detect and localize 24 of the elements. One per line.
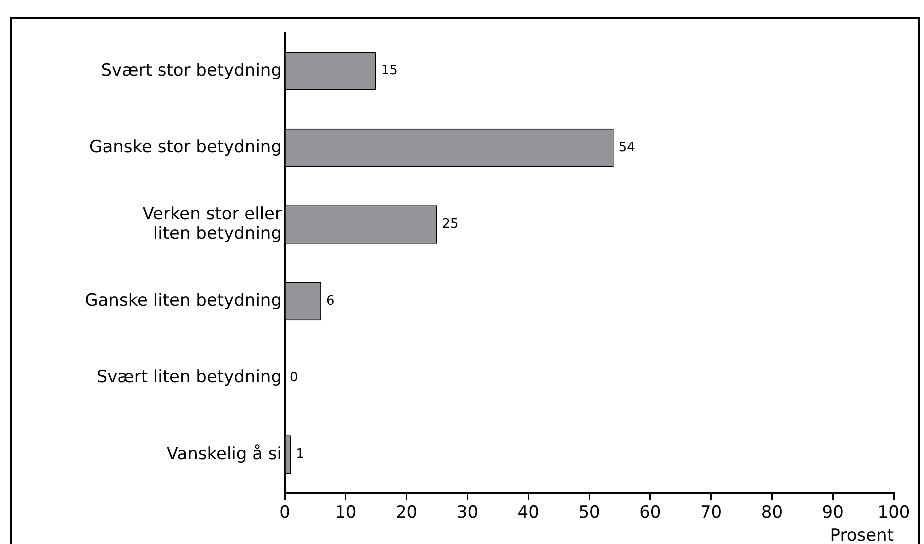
data-label: 1 [296,447,304,462]
y-tick-label: Vanskelig å si [166,444,282,464]
x-tick-label: 50 [578,502,600,523]
x-tick-label: 0 [280,502,290,523]
y-tick-label: Verken stor eller liten betydning [142,204,282,244]
x-tick-label: 70 [700,502,722,523]
x-tick-label: 100 [878,502,910,523]
data-label: 25 [442,217,459,232]
y-tick-label: Svært liten betydning [96,368,282,388]
y-tick-label: Ganske liten betydning [85,290,282,311]
data-label: 54 [618,140,636,156]
data-label: 6 [326,294,335,309]
y-tick-label: Ganske stor betydning [90,137,282,158]
x-tick-label: 10 [335,502,357,523]
x-tick-label: 20 [396,502,418,523]
x-tick-label: 90 [822,502,844,523]
x-tick-label: 40 [518,502,540,523]
x-axis-title: Prosent [830,526,894,544]
y-tick-label: Svært stor betydning [101,60,282,81]
x-tick-label: 60 [640,502,662,523]
data-label: 0 [290,370,298,386]
x-tick-label: 30 [456,502,479,523]
x-tick-label: 80 [761,502,784,523]
data-label: 15 [381,64,398,79]
